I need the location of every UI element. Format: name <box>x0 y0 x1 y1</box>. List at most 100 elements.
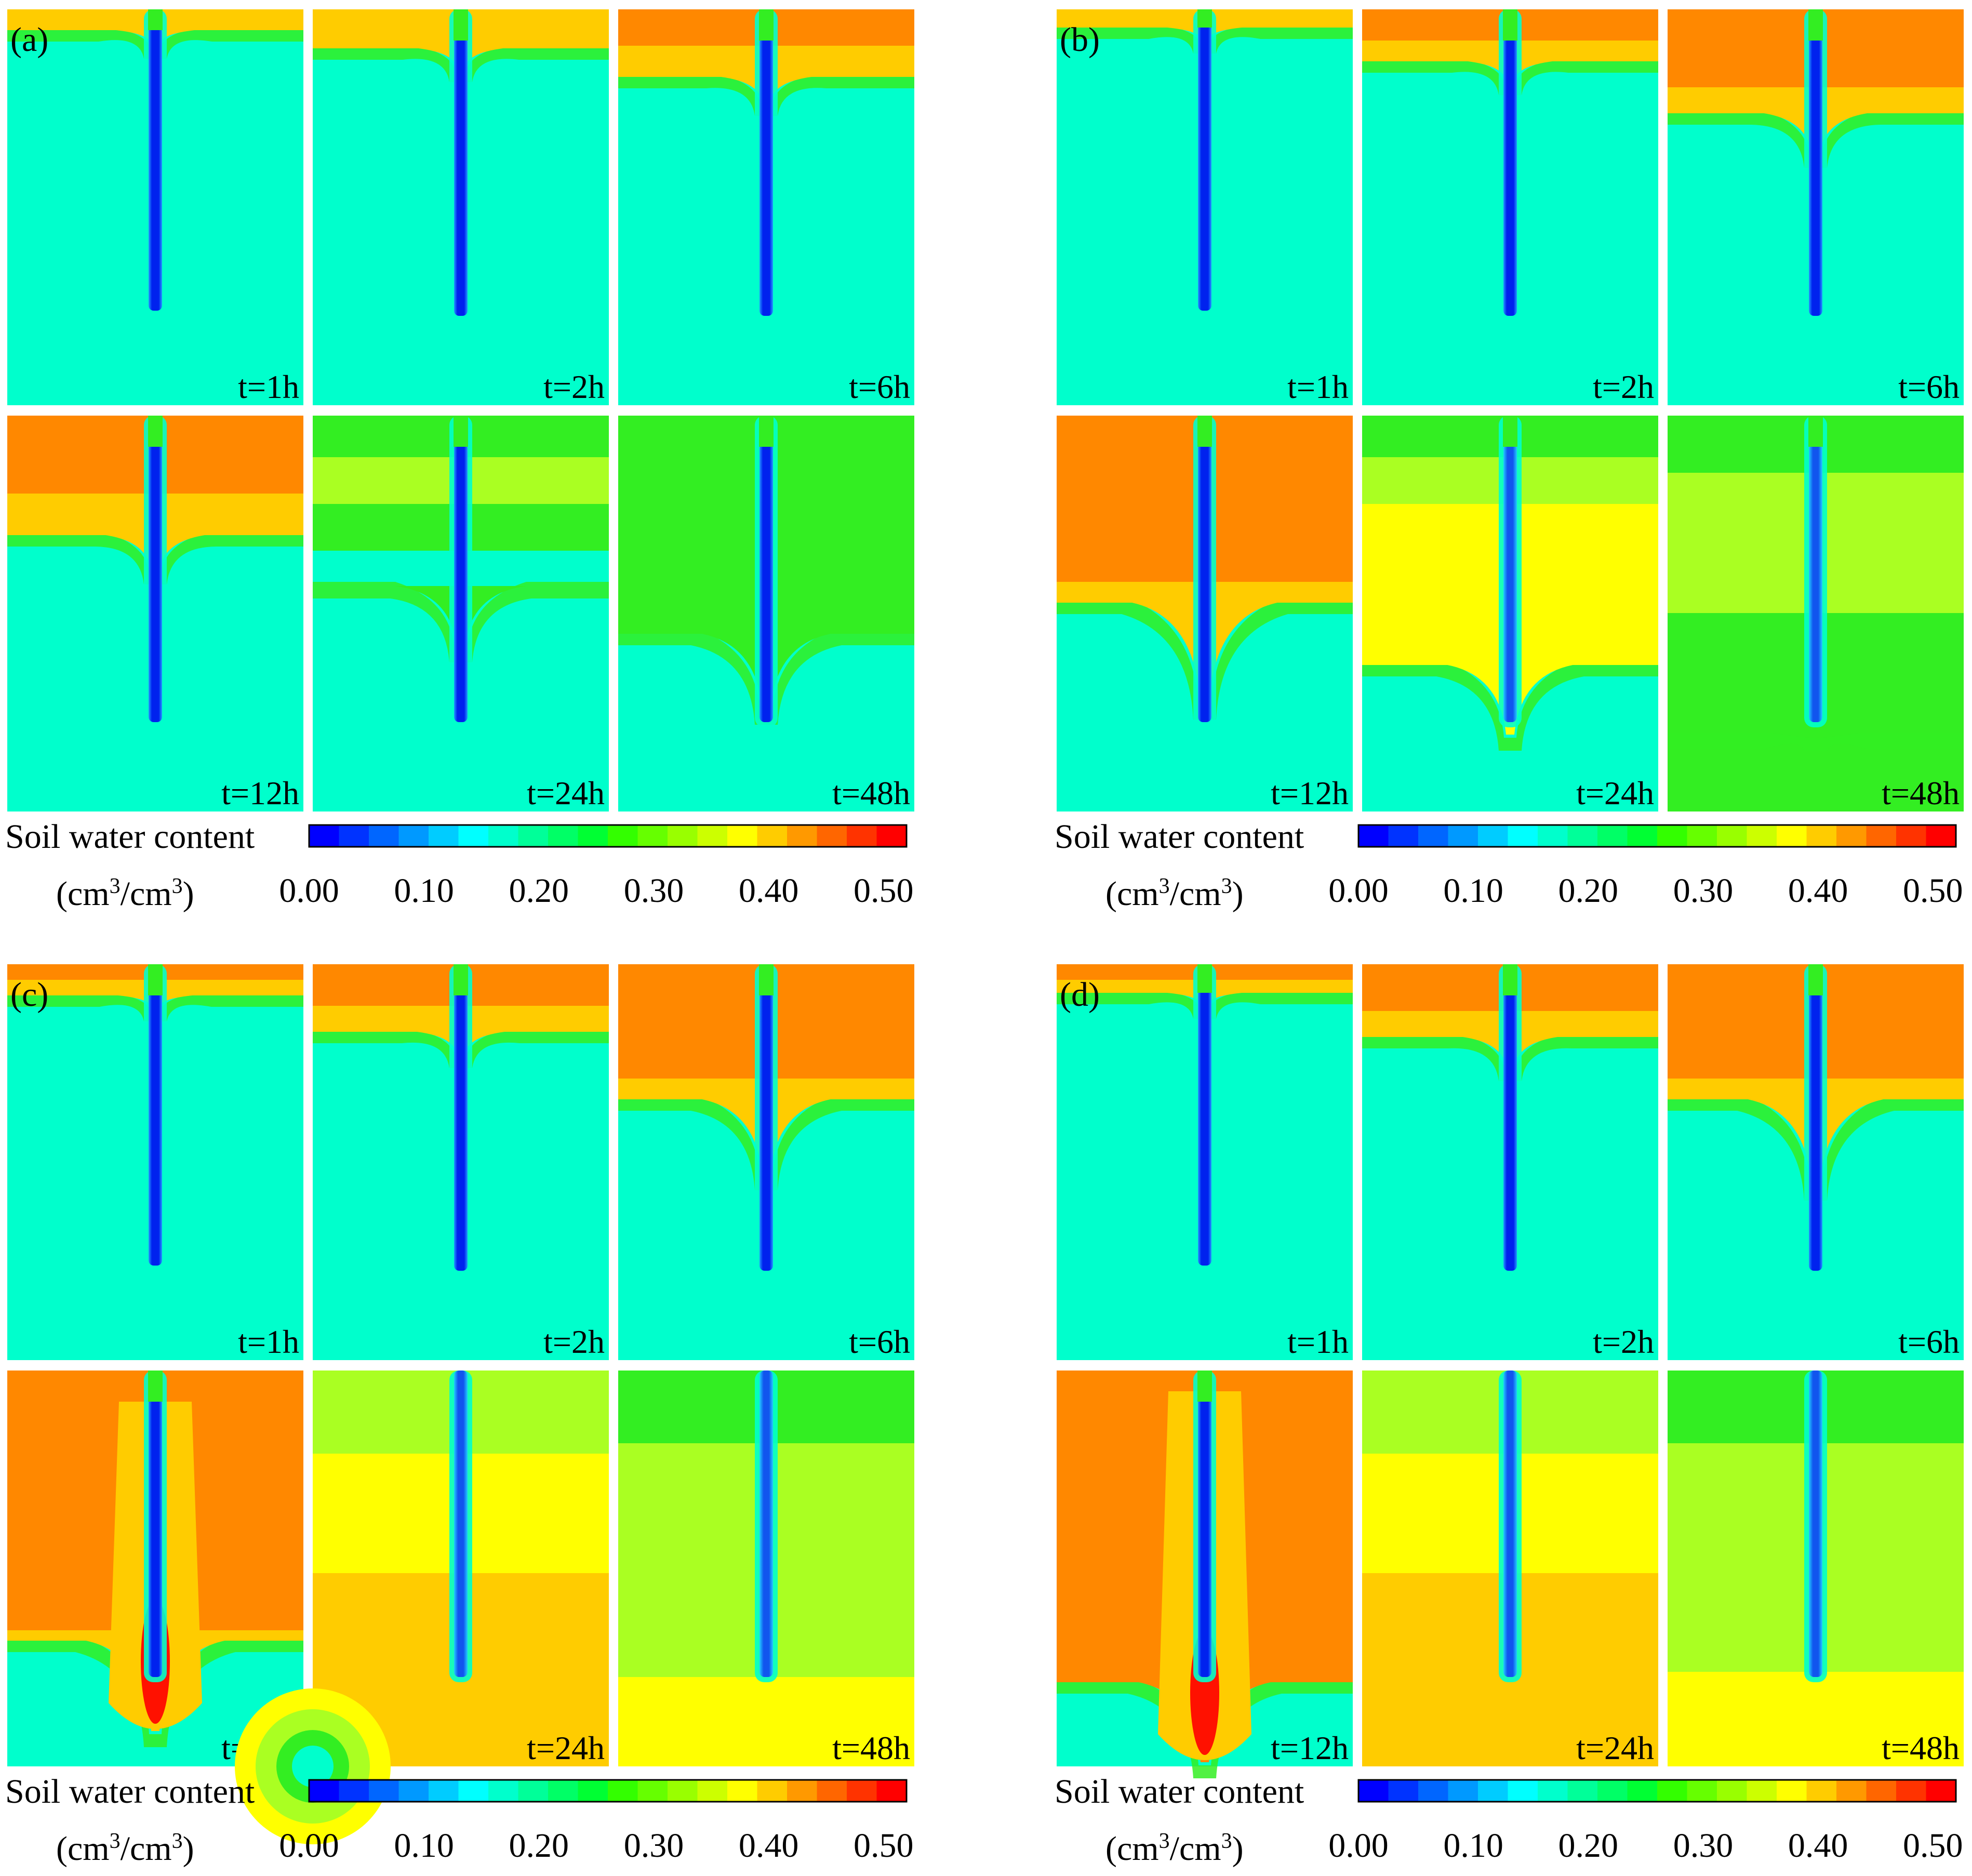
colorbar-tick-label: 0.50 <box>1903 1827 1963 1865</box>
time-label: t=6h <box>849 1323 910 1360</box>
emitter-pipe <box>149 964 162 1266</box>
colorbar-segment <box>876 825 907 847</box>
colorbar-segment <box>1777 825 1807 847</box>
emitter-pipe <box>1198 9 1211 311</box>
time-label: t=12h <box>221 775 299 811</box>
colorbar-tick-label: 0.30 <box>1673 872 1734 910</box>
colorbar: Soil water content(cm3/cm3) 0.00 0.10 0.20 0… <box>1055 818 1963 913</box>
wetting-front-band <box>618 72 914 116</box>
colorbar-unit: (cm3/cm3) <box>1105 874 1244 913</box>
colorbar-segment <box>668 825 698 847</box>
colorbar-tick-label: 0.10 <box>394 1827 454 1865</box>
emitter-pipe <box>1503 416 1517 722</box>
emitter-pipe <box>760 1371 773 1677</box>
colorbar-unit-part: 3 <box>1221 874 1232 898</box>
colorbar-segment <box>1358 825 1389 847</box>
colorbar-unit-part: /cm <box>121 875 172 913</box>
colorbar-segment <box>608 1780 638 1802</box>
wetting-front-band <box>1362 56 1658 95</box>
time-label: t=24h <box>1576 1729 1654 1766</box>
colorbar-title: Soil water content <box>5 818 255 856</box>
wetting-front-band <box>1668 108 1964 168</box>
emitter-pipe <box>149 9 162 311</box>
colorbar-unit-part: 3 <box>110 874 121 898</box>
colorbar-segment <box>1836 825 1867 847</box>
colorbar-segment <box>1448 825 1478 847</box>
colorbar-segment <box>1747 1780 1777 1802</box>
colorbar-segment <box>488 1780 518 1802</box>
colorbar-unit-part: 3 <box>1159 1829 1170 1853</box>
colorbar-tick-label: 0.50 <box>1903 872 1963 910</box>
colorbar-segment <box>398 1780 429 1802</box>
colorbar-tick-label: 0.00 <box>279 872 339 910</box>
colorbar-segment <box>1896 1780 1926 1802</box>
time-label: t=6h <box>849 368 910 405</box>
contour-panel-d-2: t=2h <box>1362 964 1658 1360</box>
subfigure-c: t=1h t=2h t=6h t=12h t=24h t=48h (c) Soil water… <box>5 964 914 1868</box>
colorbar-tick-label: 0.40 <box>739 1827 799 1865</box>
colorbar-segment <box>488 825 518 847</box>
time-label: t=24h <box>527 1729 605 1766</box>
colorbar-tick-label: 0.40 <box>739 872 799 910</box>
colorbar-segment <box>309 825 339 847</box>
colorbar-segment <box>876 1780 907 1802</box>
colorbar-unit-part: 3 <box>110 1829 121 1853</box>
time-label: t=2h <box>1593 1323 1654 1360</box>
contour-panel-b-2: t=2h <box>1362 9 1658 405</box>
colorbar-tick-label: 0.10 <box>1443 1827 1503 1865</box>
wetting-front-band <box>313 1027 609 1068</box>
colorbar-segment <box>1687 1780 1717 1802</box>
contour-panel-c-1: t=1h <box>7 964 303 1360</box>
colorbar-segment <box>1657 1780 1687 1802</box>
contour-panel-d-1: t=1h <box>1057 964 1353 1360</box>
colorbar-segment <box>1866 825 1897 847</box>
pipe-top-wet <box>454 964 468 995</box>
wetting-front-band <box>618 1094 914 1190</box>
emitter-pipe <box>149 416 162 722</box>
contour-panel-a-3: t=6h <box>618 9 914 405</box>
colorbar-tick-label: 0.00 <box>279 1827 339 1865</box>
colorbar-unit: (cm3/cm3) <box>56 1829 194 1868</box>
contour-panel-b-4: t=12h <box>1057 416 1353 811</box>
colorbar-segment <box>339 1780 369 1802</box>
colorbar-frame <box>308 1779 908 1803</box>
time-label: t=2h <box>543 368 605 405</box>
wetting-front-band <box>313 43 609 82</box>
contour-panel-d-4: t=12h <box>1057 1371 1353 1778</box>
moisture-band <box>1668 1672 1964 1766</box>
colorbar-segment <box>668 1780 698 1802</box>
contour-panel-b-3: t=6h <box>1668 9 1964 405</box>
emitter-pipe <box>760 964 773 1271</box>
colorbar-segment <box>1597 825 1628 847</box>
colorbar-segment <box>637 1780 668 1802</box>
emitter-pipe <box>760 416 773 722</box>
colorbar-unit-part: /cm <box>1170 875 1221 913</box>
time-label: t=48h <box>832 775 910 811</box>
pipe-top-wet <box>454 416 468 447</box>
pipe-top-wet <box>1197 416 1212 447</box>
colorbar-segment <box>637 825 668 847</box>
colorbar-segment <box>518 1780 549 1802</box>
emitter-pipe <box>1503 1371 1517 1677</box>
wetting-front-band <box>1057 1677 1353 1778</box>
time-label: t=24h <box>527 775 605 811</box>
emitter-pipe <box>1809 416 1822 722</box>
colorbar-unit-part: 3 <box>172 874 183 898</box>
colorbar-segment <box>1597 1780 1628 1802</box>
contour-panel-b-1: t=1h <box>1057 9 1353 405</box>
colorbar-segment <box>697 1780 728 1802</box>
emitter-pipe <box>1198 964 1211 1266</box>
emitter-pipe <box>454 9 468 316</box>
time-label: t=1h <box>1287 368 1349 405</box>
pipe-top-wet <box>148 964 163 995</box>
colorbar-title: Soil water content <box>1055 1773 1304 1811</box>
emitter-pipe <box>1198 1371 1211 1677</box>
colorbar-tick-label: 0.20 <box>1558 872 1619 910</box>
colorbar-segment <box>1508 825 1538 847</box>
colorbar-segment <box>1747 825 1777 847</box>
colorbar-segment <box>1478 825 1508 847</box>
emitter-pipe <box>1503 964 1517 1271</box>
wetting-front-band <box>7 990 303 1021</box>
colorbar-segment <box>1358 1780 1389 1802</box>
